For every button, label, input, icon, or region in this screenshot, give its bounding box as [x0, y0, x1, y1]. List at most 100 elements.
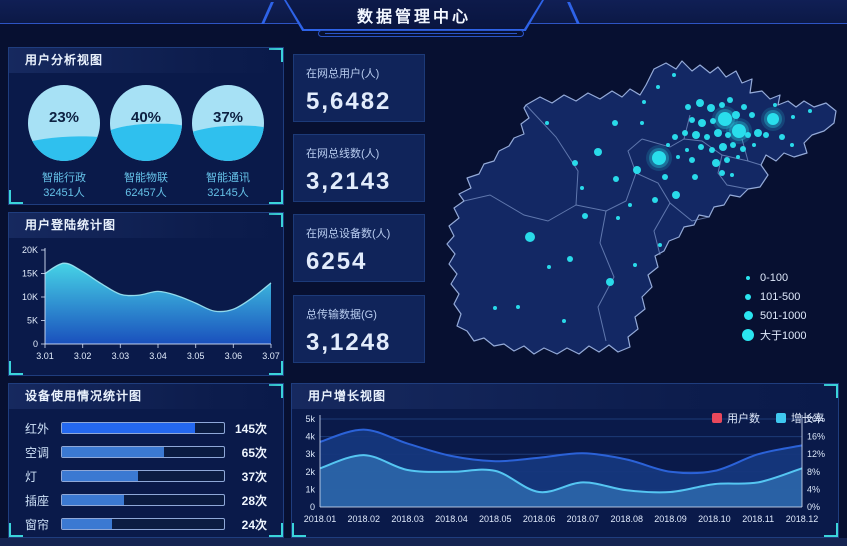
svg-text:15K: 15K	[22, 269, 38, 279]
map-legend-label: 大于1000	[760, 329, 807, 342]
kpi-label: 在网总线数(人)	[306, 148, 380, 160]
svg-text:2018.05: 2018.05	[479, 514, 512, 524]
gauge-percent: 37%	[212, 109, 244, 126]
svg-text:2018.06: 2018.06	[523, 514, 556, 524]
gauge-fill	[110, 120, 182, 161]
growth-area-chart: 0 0% 1k 4% 2k 8% 3k 12% 4k 16% 5k 20% 2018.01 2018.02…	[304, 414, 825, 524]
kpi-value: 6254	[306, 248, 368, 275]
bar-row: 空调 65次	[25, 445, 267, 460]
bar-label: 红外	[25, 421, 50, 436]
map-legend-label: 0-100	[760, 271, 789, 284]
bar-fill	[62, 495, 124, 505]
legend-swatch-icon	[712, 413, 722, 423]
gauge-fill	[28, 133, 100, 161]
map-legend-item: 0-100	[746, 268, 807, 287]
panel-login-chart: 用户登陆统计图 0 5K 10K 15K 20K 3.01 3.02 3.03 3.04 3.05…	[8, 212, 284, 376]
login-area-chart: 0 5K 10K 15K 20K 3.01 3.02 3.03 3.04 3.05 3.06 3.07	[22, 245, 280, 361]
svg-text:2018.02: 2018.02	[348, 514, 381, 524]
svg-text:2018.12: 2018.12	[786, 514, 819, 524]
legend-item-growth-rate[interactable]: 增长率	[776, 410, 824, 426]
bar-value: 24次	[241, 517, 267, 532]
legend-dot-icon	[742, 328, 754, 341]
kpi-value: 5,6482	[306, 88, 392, 115]
liquid-gauge: 37%	[192, 85, 264, 161]
svg-text:1k: 1k	[305, 484, 315, 494]
legend-dot-icon	[745, 293, 751, 300]
svg-text:4k: 4k	[305, 432, 315, 442]
svg-text:20%: 20%	[807, 414, 825, 424]
svg-text:0: 0	[33, 339, 38, 349]
legend-item-users[interactable]: 用户数	[712, 410, 760, 426]
map-legend: 0-100 101-500 501-1000 大于1000	[742, 268, 807, 344]
bar-row: 灯 37次	[25, 469, 267, 484]
liquid-gauge: 40%	[110, 85, 182, 161]
kpi-value: 3,1248	[306, 329, 392, 356]
svg-text:4%: 4%	[807, 484, 820, 494]
svg-text:8%: 8%	[807, 467, 820, 477]
bar-track	[61, 422, 225, 434]
svg-text:10K: 10K	[22, 292, 38, 302]
gauge-count: 32451人	[43, 187, 85, 199]
gauge-comms: 37% 智能通讯 32145人	[187, 85, 269, 201]
gauge-label: 智能通讯	[206, 172, 250, 184]
kpi-card-total-data: 总传输数据(G) 3,1248	[293, 295, 425, 363]
gauge-percent: 23%	[48, 109, 80, 126]
svg-text:16%: 16%	[807, 432, 825, 442]
legend-swatch-icon	[776, 413, 786, 423]
svg-text:20K: 20K	[22, 245, 38, 255]
bar-fill	[62, 423, 195, 433]
svg-text:0%: 0%	[807, 502, 820, 512]
map-legend-label: 101-500	[760, 290, 801, 303]
map-legend-label: 501-1000	[760, 309, 807, 322]
bar-value: 37次	[241, 469, 267, 484]
bar-fill	[62, 471, 139, 481]
gauge-admin: 23% 智能行政 32451人	[23, 85, 105, 201]
liquid-gauge: 23%	[28, 85, 100, 161]
bar-value: 28次	[241, 493, 267, 508]
svg-text:0: 0	[310, 502, 315, 512]
bar-track	[61, 518, 225, 530]
bar-label: 灯	[25, 469, 38, 484]
kpi-card-total-users: 在网总用户(人) 5,6482	[293, 54, 425, 122]
svg-text:12%: 12%	[807, 449, 825, 459]
gauge-iot: 40% 智能物联 62457人	[105, 85, 187, 201]
bar-track	[61, 494, 225, 506]
footer-strip	[0, 538, 847, 546]
gauge-row: 23% 智能行政 32451人 40% 智能物联 62457人	[9, 73, 283, 201]
gauge-percent: 40%	[130, 109, 162, 126]
gauge-fill	[192, 122, 264, 161]
bar-track	[61, 470, 225, 482]
bar-row: 红外 145次	[25, 421, 267, 436]
gauge-count: 62457人	[125, 187, 167, 199]
legend-dot-icon	[743, 311, 753, 320]
svg-text:2018.07: 2018.07	[567, 514, 600, 524]
kpi-card-total-devices: 在网总设备数(人) 6254	[293, 214, 425, 282]
bar-value: 145次	[234, 421, 267, 436]
panel-user-analysis-title: 用户分析视图	[9, 48, 283, 73]
svg-text:2018.03: 2018.03	[391, 514, 424, 524]
kpi-value: 3,2143	[306, 168, 392, 195]
kpi-label: 在网总用户(人)	[306, 68, 380, 80]
device-bar-list: 红外 145次 空调 65次 灯 37次 插座 28次 窗帘	[9, 409, 283, 532]
gauge-label: 智能行政	[42, 172, 86, 184]
svg-text:2018.08: 2018.08	[610, 514, 643, 524]
bar-label: 空调	[25, 445, 50, 460]
svg-text:3.04: 3.04	[149, 351, 167, 361]
panel-login-title: 用户登陆统计图	[9, 213, 283, 238]
svg-text:2018.09: 2018.09	[654, 514, 687, 524]
map-legend-item: 501-1000	[743, 306, 807, 325]
legend-label: 用户数	[727, 413, 760, 425]
bar-fill	[62, 519, 113, 529]
panel-growth-title: 用户增长视图	[292, 384, 838, 409]
svg-text:2018.11: 2018.11	[742, 514, 774, 524]
svg-text:2018.10: 2018.10	[698, 514, 731, 524]
kpi-label: 总传输数据(G)	[306, 309, 377, 321]
page-title: 数据管理中心	[356, 8, 471, 26]
bar-label: 插座	[25, 493, 50, 508]
map-legend-item: 大于1000	[742, 325, 807, 344]
svg-text:3.02: 3.02	[74, 351, 92, 361]
panel-device-usage: 设备使用情况统计图 红外 145次 空调 65次 灯 37次 插座 28次	[8, 383, 284, 538]
growth-chart-legend: 用户数 增长率	[712, 410, 824, 426]
bar-track	[61, 446, 225, 458]
